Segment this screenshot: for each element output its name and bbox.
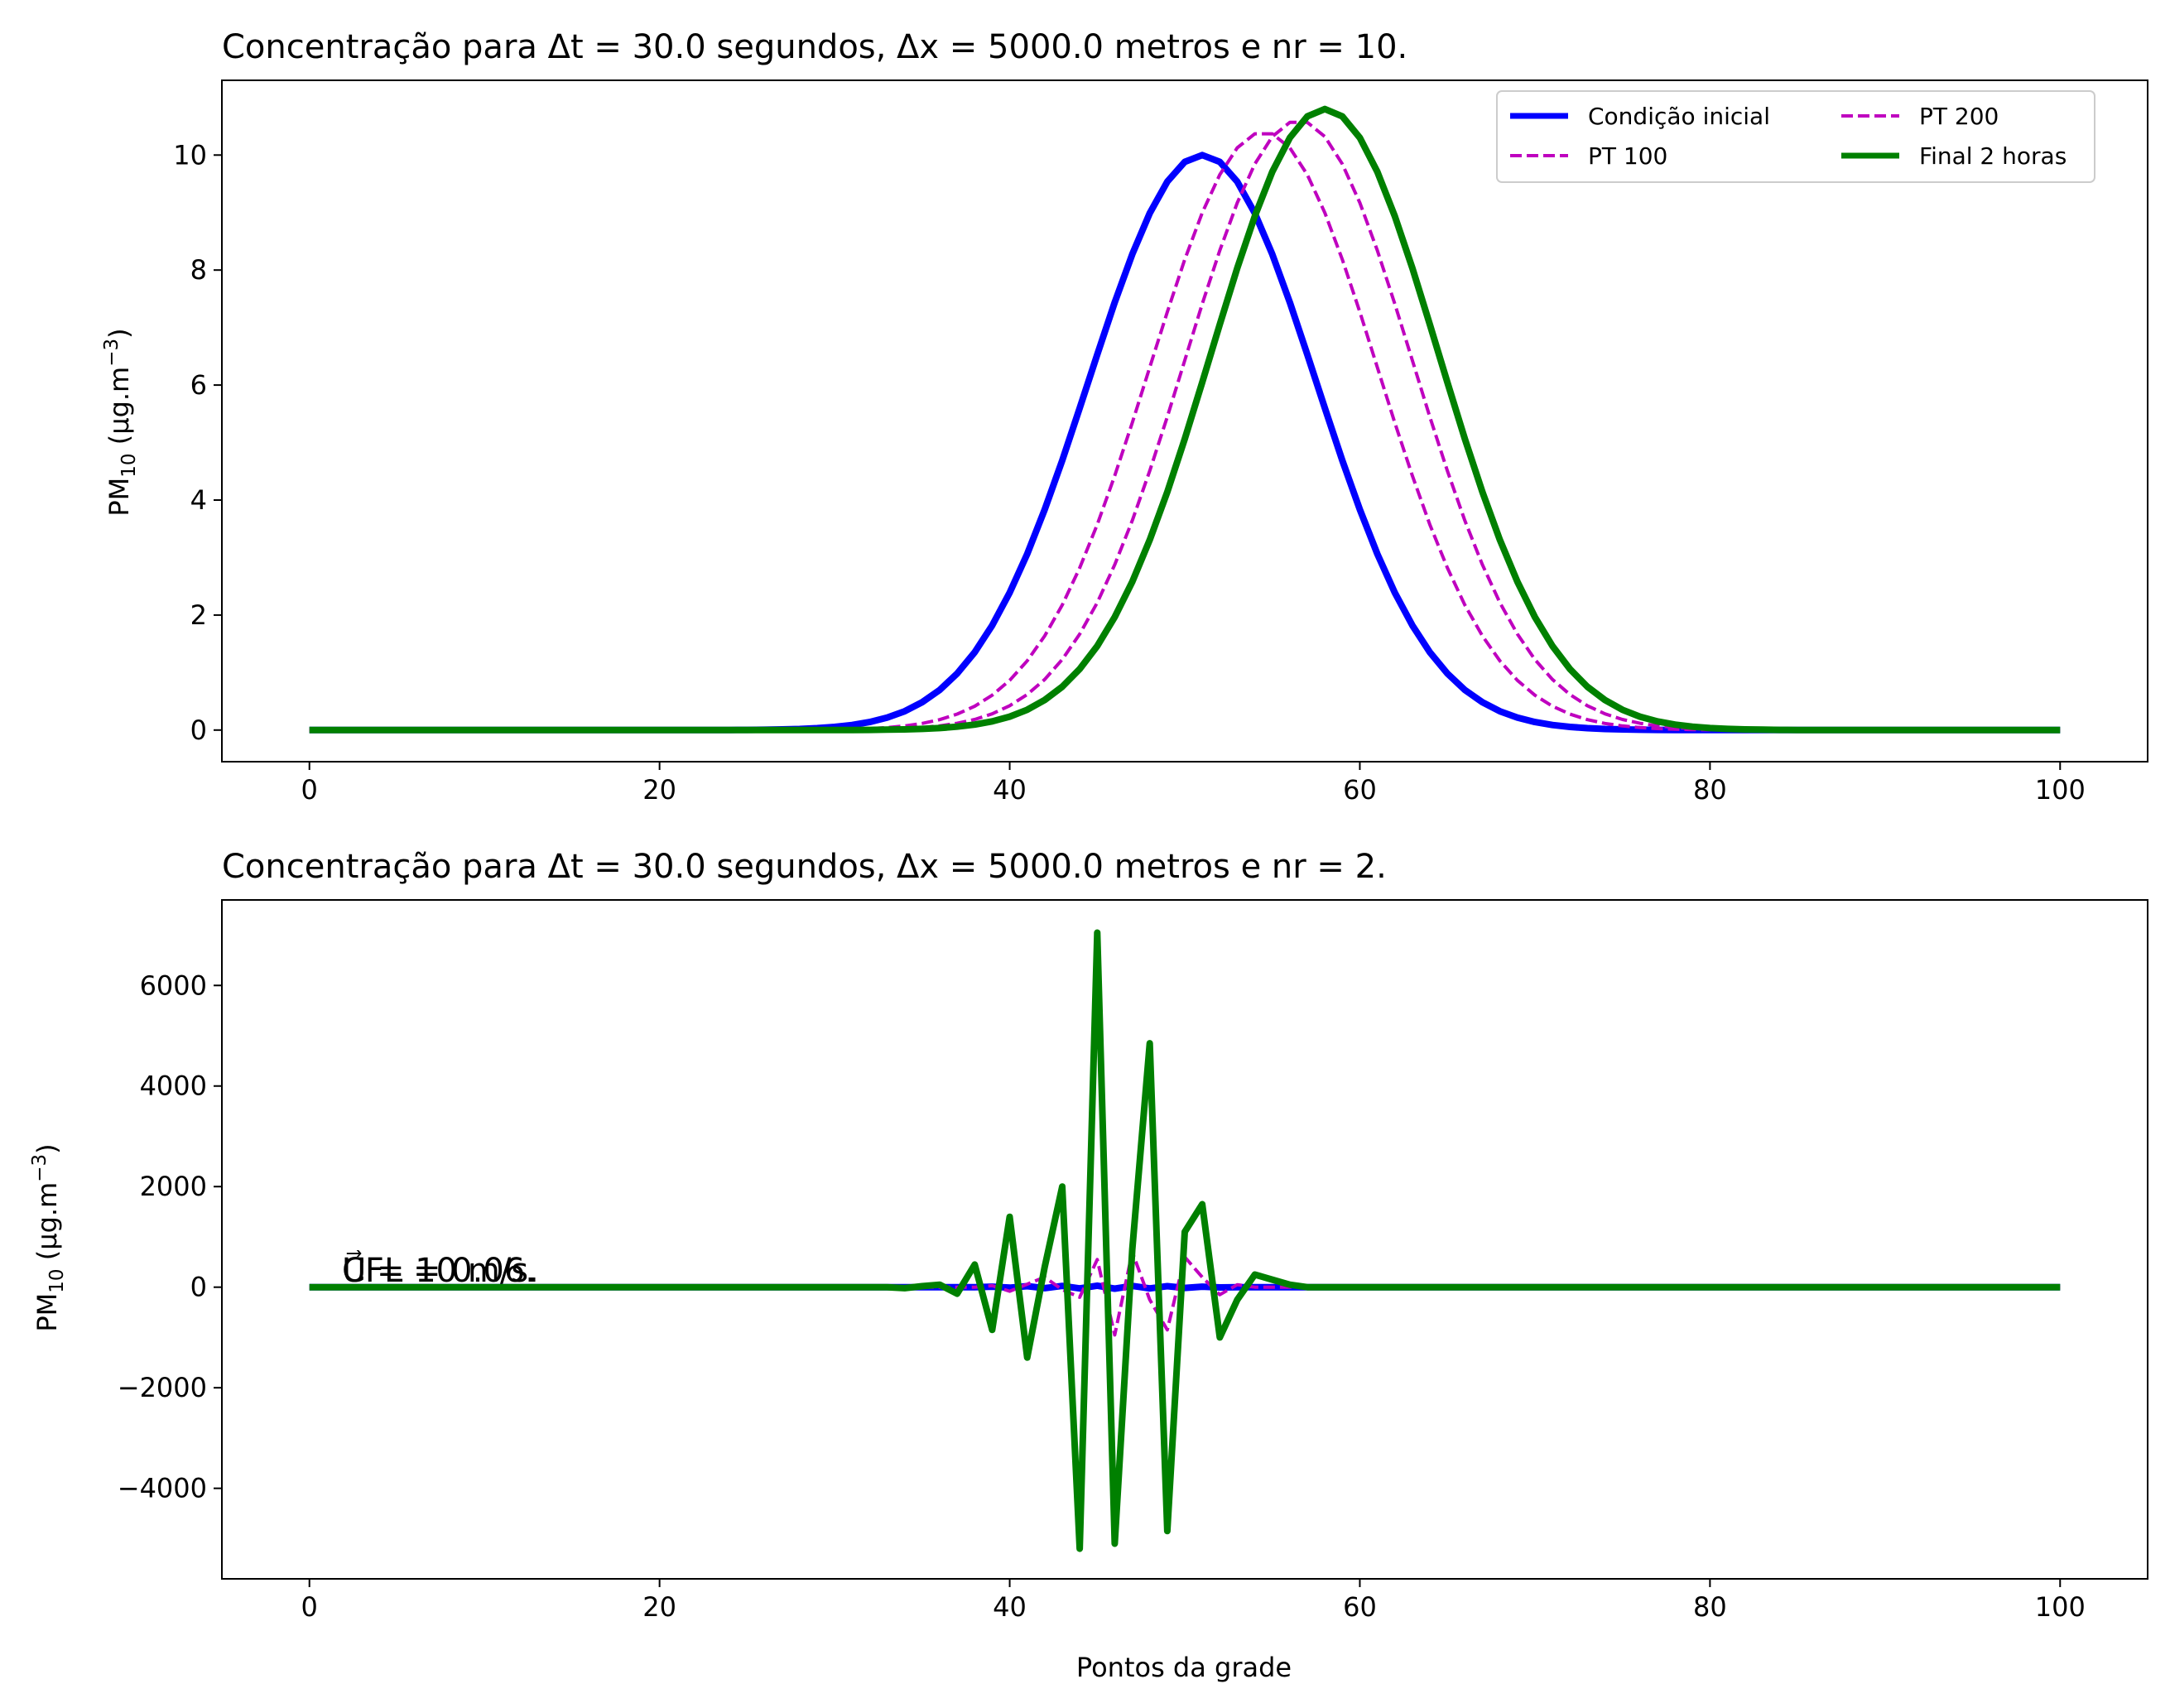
bottom-axes-frame	[221, 899, 2148, 1580]
x-tick-label: 0	[301, 774, 318, 806]
x-tick-label: 20	[642, 1591, 676, 1623]
y-tick-label: −2000	[118, 1372, 207, 1403]
top-y-axis: 0 2 4 6 8 10	[173, 139, 222, 746]
y-tick-label: 10	[173, 139, 207, 171]
bottom-plot-area	[309, 929, 2061, 1552]
top-x-axis: 0 20 40 60 80 100	[301, 762, 2086, 806]
legend-label-pt-200: PT 200	[1919, 103, 1999, 130]
x-tick-label: 60	[1343, 1591, 1377, 1623]
bottom-ylabel-sup: −3	[29, 1154, 51, 1182]
legend-box	[1496, 90, 2095, 183]
bottom-y-axis: −4000 −2000 0 2000 4000 6000	[118, 969, 222, 1504]
y-tick-label: 0	[190, 714, 207, 746]
x-tick-label: 100	[2035, 1591, 2086, 1623]
top-chart-title: Concentração para Δt = 30.0 segundos, Δx…	[222, 28, 1407, 66]
y-tick-label: 2	[190, 599, 207, 631]
y-tick-label: 2000	[140, 1171, 207, 1202]
x-tick-label: 0	[301, 1591, 318, 1623]
bottom-chart: Concentração para Δt = 30.0 segundos, Δx…	[29, 848, 2148, 1683]
bottom-chart-xlabel: Pontos da grade	[1076, 1652, 1292, 1683]
y-tick-label: 8	[190, 254, 207, 286]
bottom-ylabel-close: )	[31, 1143, 63, 1153]
legend-label-condicao-inicial: Condição inicial	[1588, 103, 1770, 130]
bottom-chart-title: Concentração para Δt = 30.0 segundos, Δx…	[222, 848, 1387, 886]
bottom-x-axis: 0 20 40 60 80 100	[301, 1579, 2086, 1623]
bottom-ylabel-sub: 10	[46, 1268, 68, 1292]
x-tick-label: 80	[1693, 774, 1727, 806]
y-tick-label: 6000	[140, 969, 207, 1001]
top-chart-ylabel: PM10 (μg.m−3)	[101, 328, 140, 516]
top-ylabel-sub: 10	[118, 453, 140, 477]
y-tick-label: 0	[190, 1272, 207, 1303]
top-ylabel-main: PM	[103, 478, 135, 517]
top-plot-area	[309, 105, 2061, 734]
y-tick-label: 4000	[140, 1071, 207, 1102]
series-line-final-2-horas	[309, 105, 2061, 734]
top-axes-frame	[221, 79, 2148, 763]
x-tick-label: 20	[642, 774, 676, 806]
legend-label-final-2-horas: Final 2 horas	[1919, 142, 2067, 170]
x-tick-label: 40	[993, 1591, 1027, 1623]
y-tick-label: 6	[190, 369, 207, 401]
top-ylabel-units: (μg.m	[103, 367, 135, 445]
x-tick-label: 40	[993, 774, 1027, 806]
series-line-chart1-2	[309, 929, 2061, 1552]
annotation-velocity: U⃗ = 10 m/s.	[342, 1250, 539, 1290]
x-tick-label: 60	[1343, 774, 1377, 806]
annotation-cfl: CFL = 0.06.	[342, 1252, 536, 1290]
y-tick-label: 4	[190, 484, 207, 516]
top-chart: Concentração para Δt = 30.0 segundos, Δx…	[101, 28, 2148, 806]
x-tick-label: 80	[1693, 1591, 1727, 1623]
bottom-ylabel-units: (μg.m	[31, 1182, 63, 1261]
top-ylabel-close: )	[103, 328, 135, 338]
series-line-chart1-1	[309, 1250, 2061, 1337]
legend-label-pt-100: PT 100	[1588, 142, 1667, 170]
bottom-ylabel-main: PM	[31, 1293, 63, 1332]
x-tick-label: 100	[2035, 774, 2086, 806]
y-tick-label: −4000	[118, 1473, 207, 1504]
top-ylabel-sup: −3	[101, 339, 123, 367]
svg-text:PM10 (μg.m−3): PM10 (μg.m−3)	[101, 328, 140, 516]
top-legend: Condição inicial PT 100 PT 200 Final 2 h…	[1496, 90, 2095, 183]
bottom-chart-ylabel: PM10 (μg.m−3)	[29, 1143, 68, 1331]
svg-text:PM10 (μg.m−3): PM10 (μg.m−3)	[29, 1143, 68, 1331]
